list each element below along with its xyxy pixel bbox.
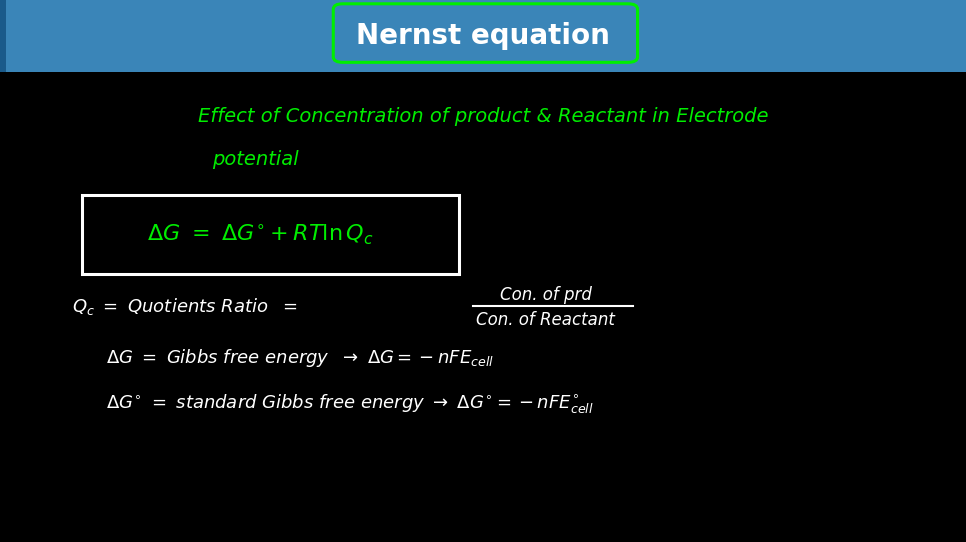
- Text: Con. of prd: Con. of prd: [499, 286, 592, 305]
- Text: Effect of Concentration of product & Reactant in Electrode: Effect of Concentration of product & Rea…: [198, 107, 768, 126]
- Bar: [82, 195, 459, 274]
- Bar: [0, 0, 6, 72]
- Text: $\Delta G\ =\ \Delta G^{\circ} + RT\ln Q_c$: $\Delta G\ =\ \Delta G^{\circ} + RT\ln Q…: [148, 223, 374, 247]
- Text: $\Delta G^{\circ}\ =\ $standard Gibbs free energy$\ \rightarrow\ \Delta G^{\circ: $\Delta G^{\circ}\ =\ $standard Gibbs fr…: [106, 392, 594, 415]
- Bar: [0, 0, 966, 72]
- Text: $\Delta G\ =\ $Gibbs free energy $\ \rightarrow\ \Delta G = -nFE_{cell}$: $\Delta G\ =\ $Gibbs free energy $\ \rig…: [106, 347, 495, 369]
- Text: $Q_c\ =\ $Quotients Ratio $\ =\ $: $Q_c\ =\ $Quotients Ratio $\ =\ $: [72, 296, 298, 317]
- Text: potential: potential: [213, 150, 299, 170]
- Text: Nernst equation: Nernst equation: [356, 22, 610, 50]
- Text: Con. of Reactant: Con. of Reactant: [476, 311, 615, 329]
